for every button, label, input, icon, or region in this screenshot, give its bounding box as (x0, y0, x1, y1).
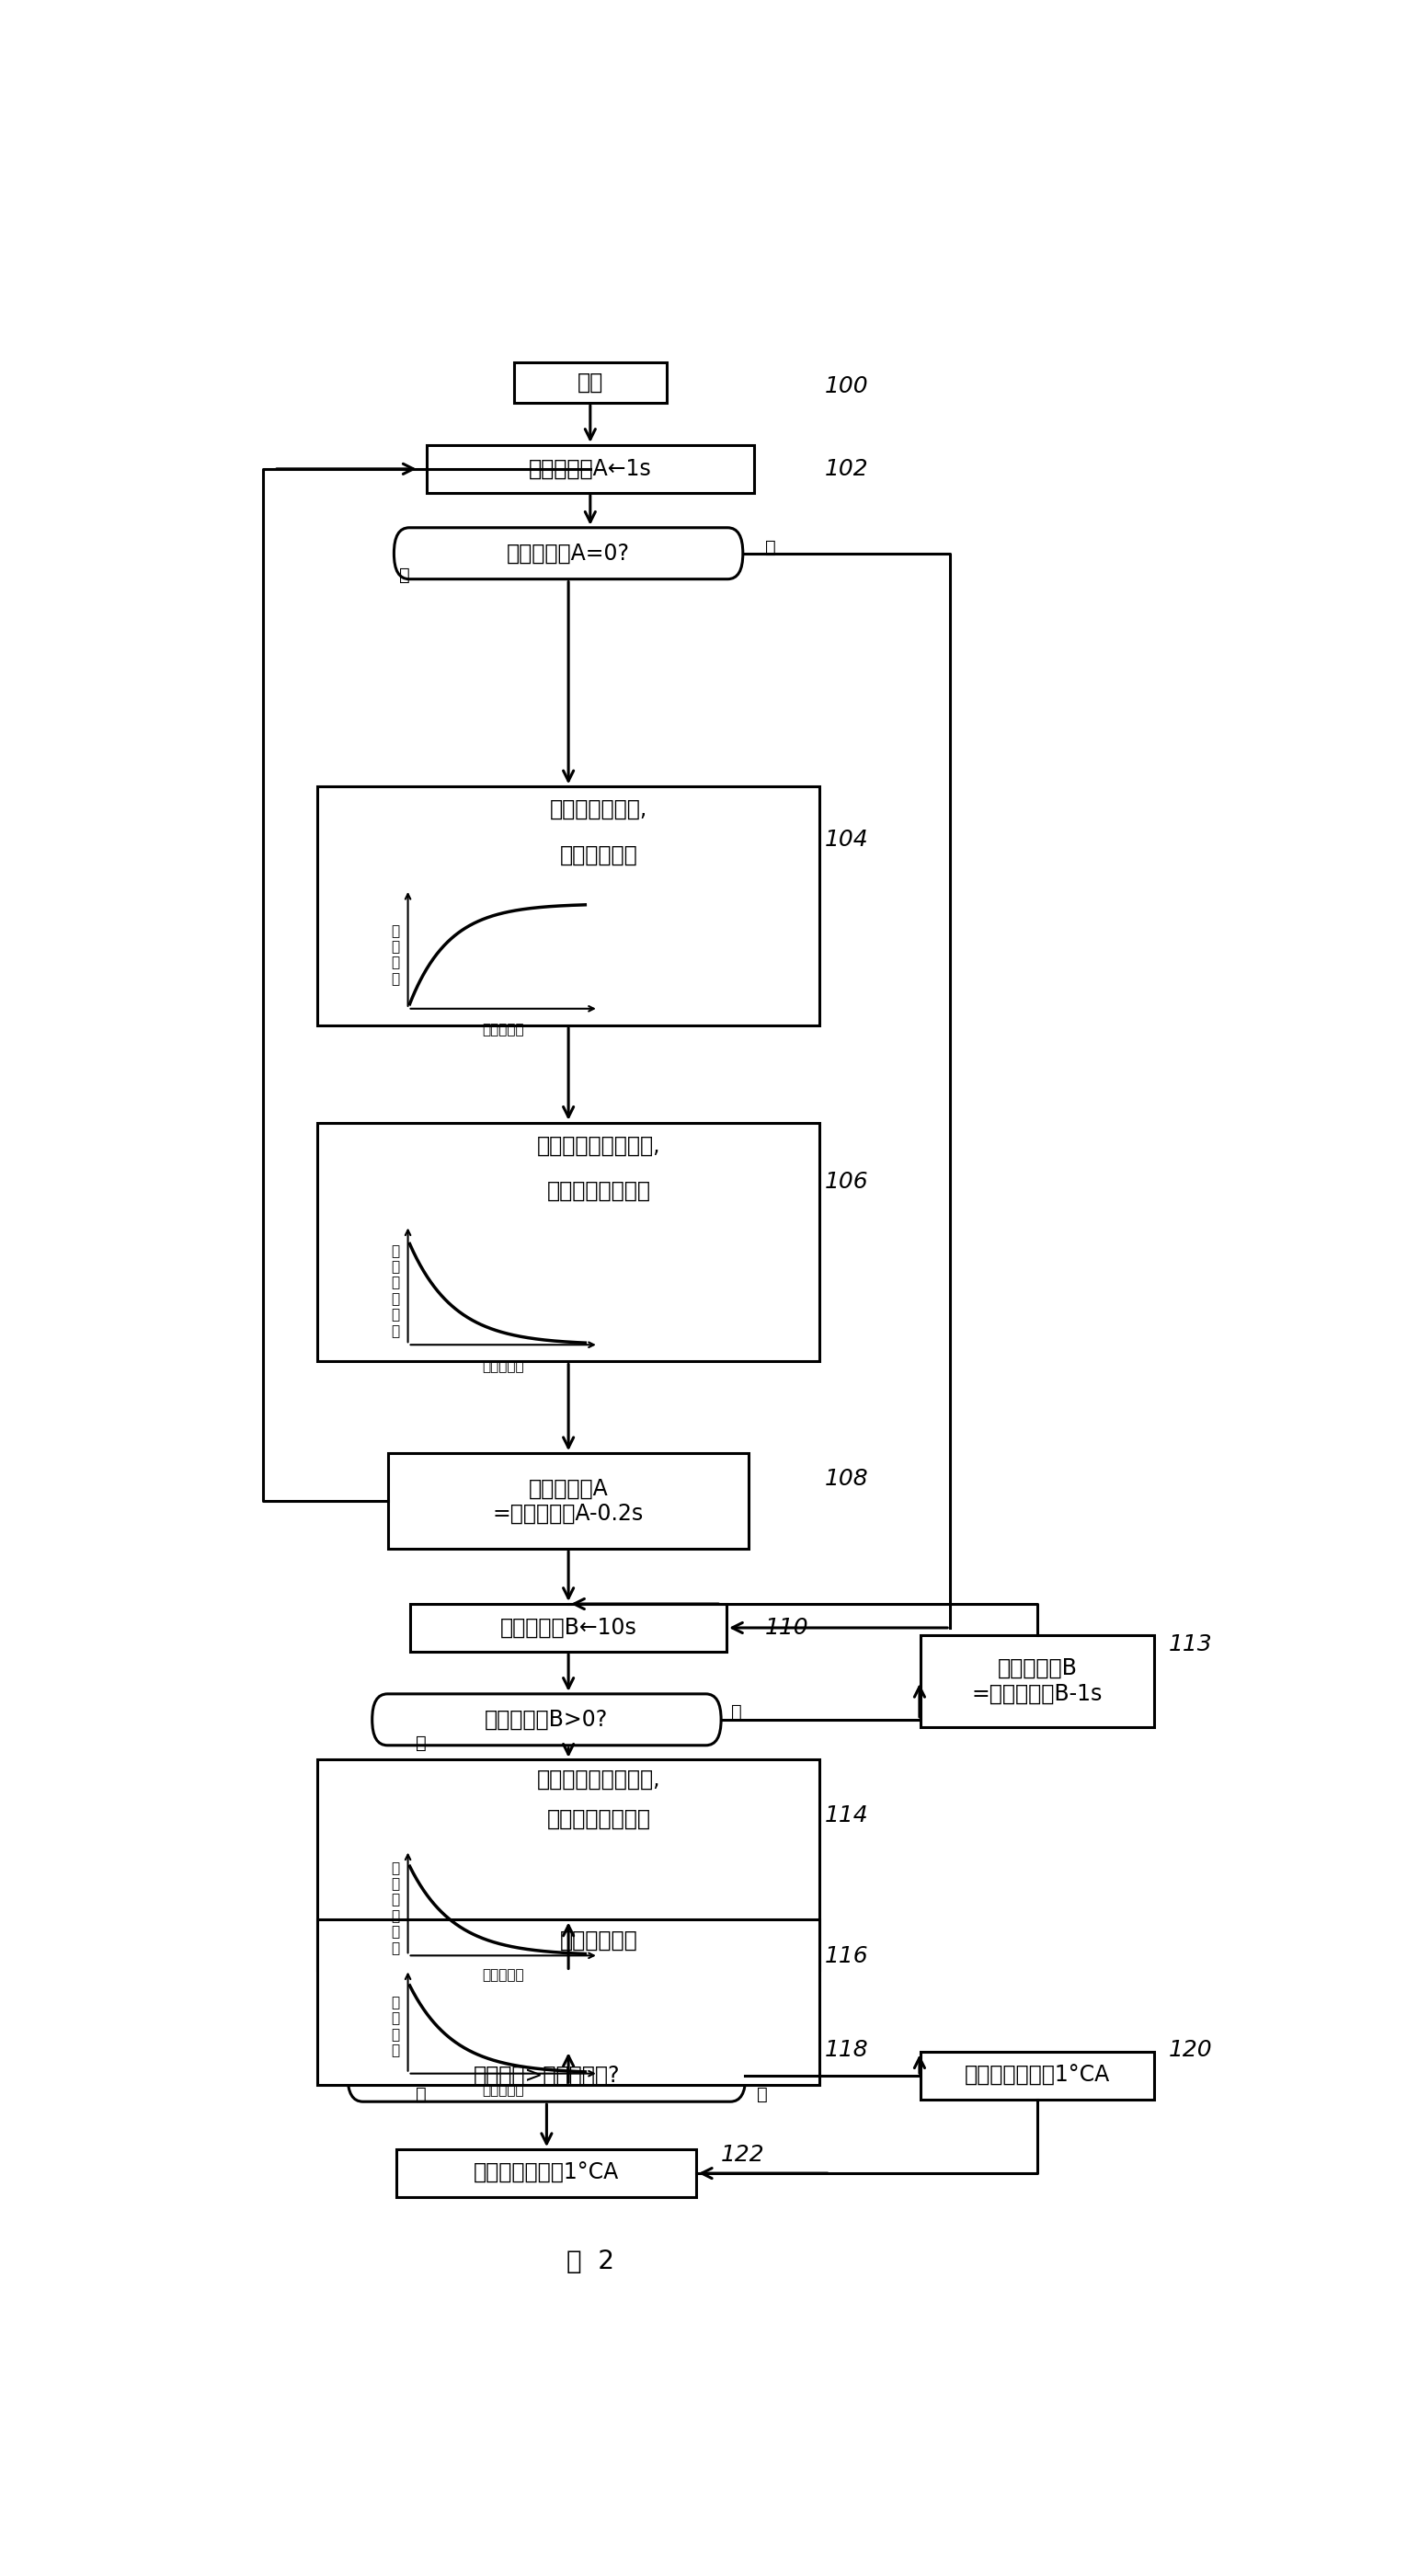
Text: 是: 是 (732, 1703, 741, 1721)
FancyBboxPatch shape (348, 2050, 746, 2102)
Text: 点
火
时
刻: 点 火 时 刻 (391, 925, 400, 987)
FancyBboxPatch shape (920, 1636, 1155, 1726)
Text: 否: 否 (400, 567, 411, 585)
Text: 延迟计数器B>0?: 延迟计数器B>0? (485, 1708, 608, 1731)
Text: 读取目标转速: 读取目标转速 (560, 1929, 637, 1953)
Text: 发动机温度: 发动机温度 (483, 2084, 525, 2097)
Text: 104: 104 (825, 829, 868, 850)
FancyBboxPatch shape (318, 1759, 819, 1971)
FancyBboxPatch shape (318, 786, 819, 1025)
Text: 122: 122 (720, 2143, 765, 2166)
Text: 图  2: 图 2 (567, 2249, 613, 2275)
Text: 设定点火时刻: 设定点火时刻 (560, 845, 637, 866)
Text: 设定喷射量修正值: 设定喷射量修正值 (546, 1180, 650, 1203)
FancyBboxPatch shape (371, 1695, 720, 1747)
Text: 延迟计数器B
=延迟计数器B-1s: 延迟计数器B =延迟计数器B-1s (972, 1656, 1103, 1705)
Text: 113: 113 (1168, 1633, 1211, 1656)
Text: 是: 是 (416, 2087, 426, 2102)
Text: 100: 100 (825, 376, 868, 397)
Text: 是: 是 (765, 538, 775, 556)
FancyBboxPatch shape (426, 446, 754, 492)
Text: 将点火时刻提前1°CA: 将点火时刻提前1°CA (474, 2161, 619, 2184)
Text: 延迟计数器A
=延迟计数器A-0.2s: 延迟计数器A =延迟计数器A-0.2s (492, 1476, 644, 1525)
Text: 发动机温度: 发动机温度 (483, 1968, 525, 1981)
Text: 发动机温度: 发动机温度 (483, 1360, 525, 1373)
Text: 发动机温度: 发动机温度 (483, 1023, 525, 1036)
Text: 120: 120 (1168, 2040, 1211, 2061)
Text: 读取喷射量修正值图,: 读取喷射量修正值图, (536, 1767, 660, 1790)
Text: 106: 106 (825, 1170, 868, 1193)
Text: 否: 否 (416, 1734, 426, 1752)
Text: 读取喷射量修正值图,: 读取喷射量修正值图, (536, 1133, 660, 1157)
Text: 102: 102 (825, 459, 868, 479)
FancyBboxPatch shape (920, 2053, 1155, 2099)
FancyBboxPatch shape (318, 1919, 819, 2084)
Text: 116: 116 (825, 1945, 868, 1968)
Text: 110: 110 (765, 1618, 809, 1638)
FancyBboxPatch shape (411, 1605, 726, 1651)
FancyBboxPatch shape (394, 528, 743, 580)
FancyBboxPatch shape (514, 363, 667, 402)
Text: 118: 118 (825, 2040, 868, 2061)
Text: 设定喷射量修正值: 设定喷射量修正值 (546, 1808, 650, 1832)
Text: 目
标
转
速: 目 标 转 速 (391, 1996, 400, 2058)
Text: 目标转速>现在的转速?: 目标转速>现在的转速? (473, 2066, 620, 2087)
FancyBboxPatch shape (388, 1453, 749, 1548)
Text: 延迟计数器B←10s: 延迟计数器B←10s (499, 1618, 637, 1638)
Text: 读取点火时刻图,: 读取点火时刻图, (550, 799, 647, 819)
Text: 108: 108 (825, 1468, 868, 1489)
Text: 使点火时刻延迟1°CA: 使点火时刻延迟1°CA (965, 2066, 1110, 2087)
Text: 延迟计数器A←1s: 延迟计数器A←1s (529, 459, 651, 479)
Text: 延迟计数器A=0?: 延迟计数器A=0? (507, 544, 630, 564)
Text: 喷
射
量
修
正
值: 喷 射 量 修 正 值 (391, 1244, 400, 1337)
Text: 114: 114 (825, 1803, 868, 1826)
FancyBboxPatch shape (397, 2148, 696, 2197)
Text: 喷
射
量
修
正
值: 喷 射 量 修 正 值 (391, 1860, 400, 1955)
FancyBboxPatch shape (318, 1123, 819, 1363)
Text: 否: 否 (757, 2087, 768, 2102)
Text: 开始: 开始 (577, 371, 604, 394)
